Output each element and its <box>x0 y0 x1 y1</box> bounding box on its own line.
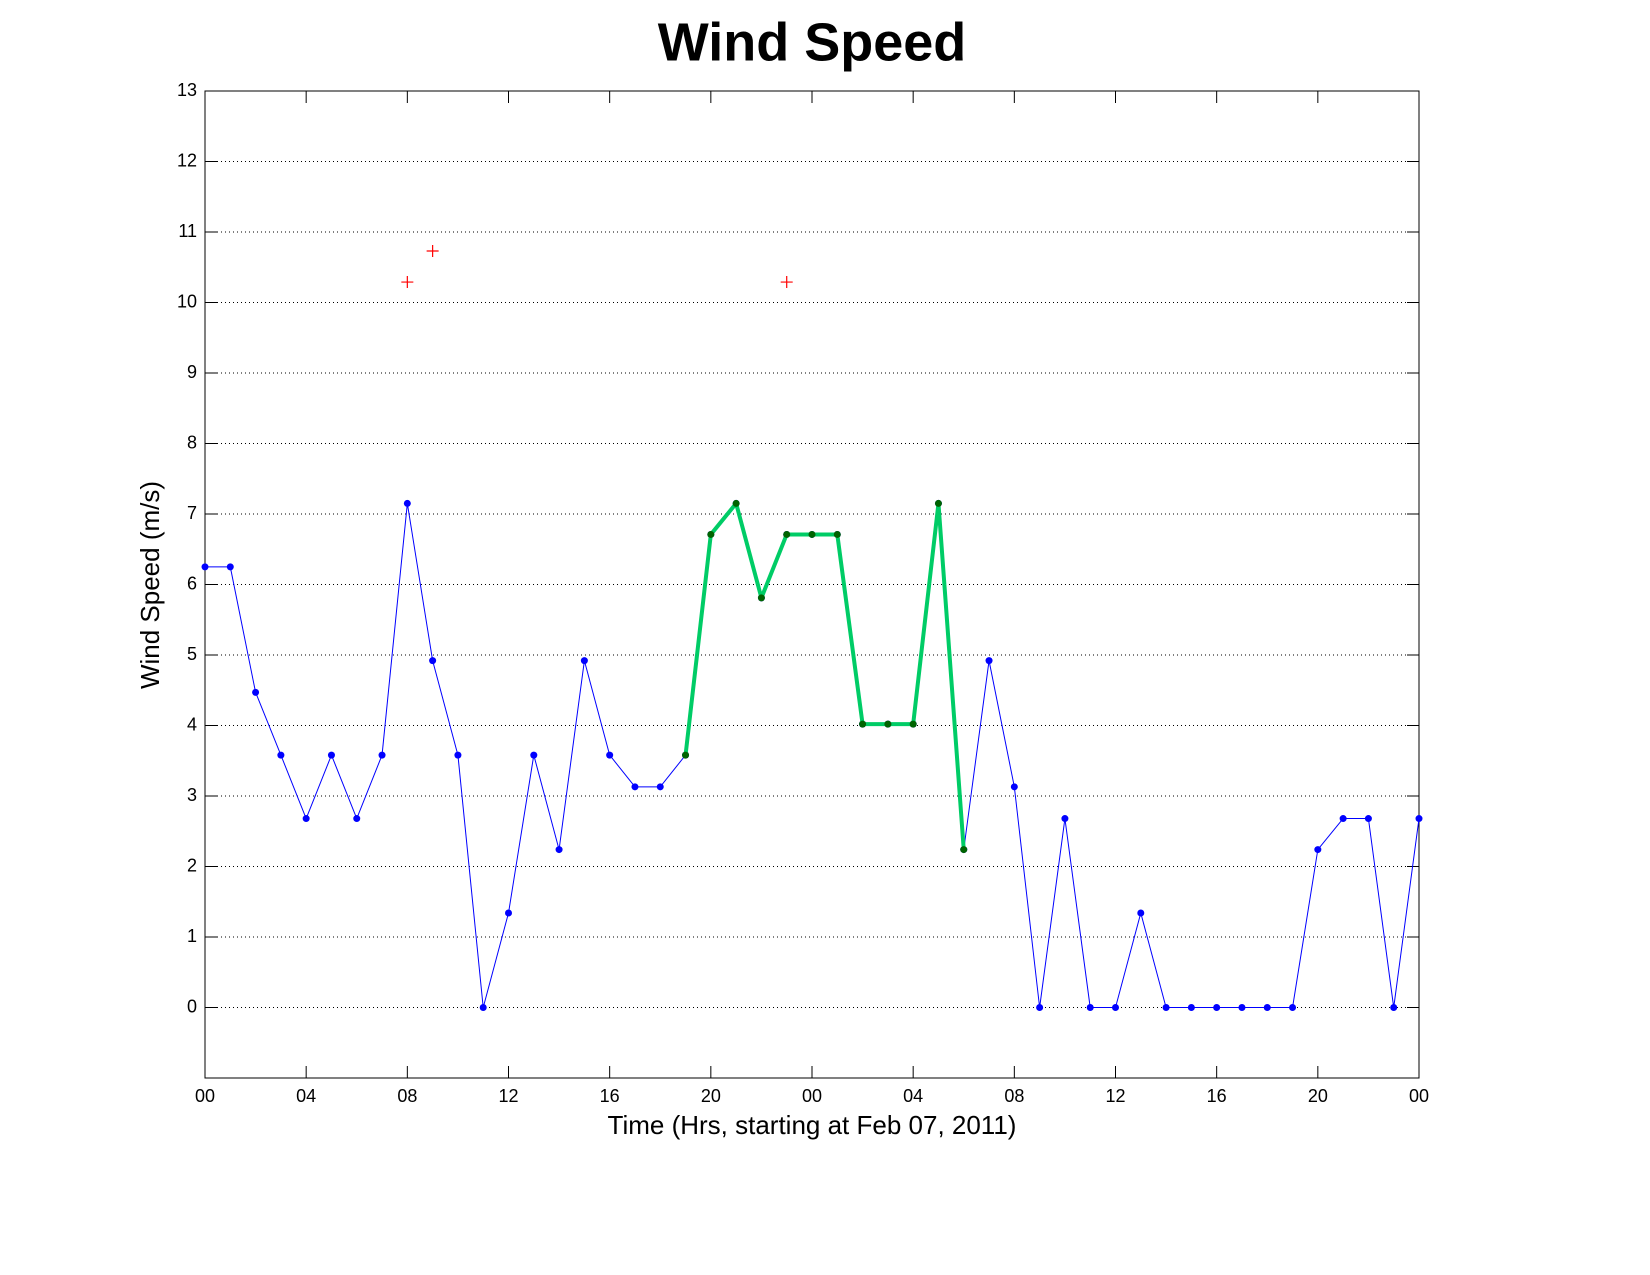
dot-marker <box>1010 783 1018 791</box>
dot-marker <box>707 530 715 538</box>
dot-marker <box>682 751 690 759</box>
x-axis-label: Time (Hrs, starting at Feb 07, 2011) <box>608 1110 1017 1140</box>
y-tick-label: 7 <box>187 503 197 523</box>
x-tick-label: 04 <box>296 1086 316 1106</box>
y-tick-label: 9 <box>187 362 197 382</box>
dot-marker <box>277 751 285 759</box>
series-line <box>683 501 966 850</box>
y-tick-label: 4 <box>187 714 197 734</box>
plus-marker <box>780 276 793 289</box>
dot-marker <box>732 499 740 507</box>
dot-marker <box>226 563 234 571</box>
x-tick-label: 00 <box>195 1086 215 1106</box>
dot-marker <box>1036 1004 1044 1011</box>
x-tick-label: 00 <box>802 1086 822 1106</box>
x-tick-label: 08 <box>1004 1086 1024 1106</box>
dot-marker <box>1213 1004 1221 1011</box>
dot-marker <box>960 846 968 854</box>
dot-marker <box>783 530 791 538</box>
dot-marker <box>884 720 892 728</box>
dot-marker <box>201 563 209 571</box>
dot-marker <box>934 499 942 507</box>
dot-marker <box>631 783 639 791</box>
dot-marker <box>1263 1004 1271 1011</box>
y-tick-label: 11 <box>178 221 197 241</box>
dot-marker <box>1314 846 1322 854</box>
dot-marker <box>833 530 841 538</box>
x-tick-label: 16 <box>600 1086 620 1106</box>
dot-marker <box>555 846 563 854</box>
dot-marker <box>454 751 462 759</box>
y-tick-label: 2 <box>187 855 197 875</box>
x-tick-label: 04 <box>903 1086 923 1106</box>
dot-marker <box>327 751 335 759</box>
x-tick-label: 20 <box>1308 1086 1328 1106</box>
dot-marker <box>302 815 310 823</box>
dot-marker <box>909 720 917 728</box>
y-tick-label: 13 <box>177 80 197 100</box>
x-tick-label: 00 <box>1409 1086 1429 1106</box>
dot-marker <box>859 720 867 728</box>
dot-marker <box>1061 815 1069 823</box>
plus-marker <box>426 245 439 258</box>
dot-marker <box>757 594 765 602</box>
dot-marker <box>1415 815 1423 823</box>
dot-marker <box>252 688 260 696</box>
x-tick-label: 08 <box>397 1086 417 1106</box>
dot-marker <box>403 499 411 507</box>
dot-marker <box>378 751 386 759</box>
dot-marker <box>1162 1004 1170 1011</box>
dot-marker <box>1289 1004 1297 1011</box>
y-tick-label: 10 <box>177 291 197 311</box>
y-tick-label: 6 <box>187 573 197 593</box>
dot-marker <box>353 815 361 823</box>
chart-title: Wind Speed <box>658 12 967 72</box>
dot-marker <box>530 751 538 759</box>
dot-marker <box>656 783 664 791</box>
x-tick-label: 16 <box>1207 1086 1227 1106</box>
x-tick-label: 12 <box>498 1086 518 1106</box>
y-tick-label: 0 <box>187 996 197 1016</box>
plus-marker <box>401 276 414 289</box>
y-tick-label: 5 <box>187 644 197 664</box>
dot-marker <box>505 909 512 917</box>
dot-marker <box>1137 909 1145 917</box>
y-tick-label: 8 <box>187 432 197 452</box>
dot-marker <box>985 657 993 665</box>
dot-marker <box>479 1004 487 1011</box>
dot-marker <box>606 751 614 759</box>
dot-marker <box>1390 1004 1398 1011</box>
dot-marker <box>580 657 588 665</box>
dot-marker <box>429 657 437 665</box>
dot-marker <box>1364 815 1372 823</box>
dot-marker <box>1112 1004 1119 1011</box>
plot-frame <box>204 90 1420 1079</box>
y-tick-label: 12 <box>177 150 197 170</box>
x-tick-label: 12 <box>1105 1086 1125 1106</box>
y-axis-label: Wind Speed (m/s) <box>135 481 165 689</box>
y-tick-label: 3 <box>187 785 197 805</box>
x-tick-label: 20 <box>701 1086 721 1106</box>
y-tick-label: 1 <box>187 926 197 946</box>
dot-marker <box>1339 815 1347 823</box>
dot-marker <box>1086 1004 1094 1011</box>
dot-marker <box>1238 1004 1246 1011</box>
dot-marker <box>808 530 816 538</box>
dot-marker <box>1187 1004 1195 1011</box>
